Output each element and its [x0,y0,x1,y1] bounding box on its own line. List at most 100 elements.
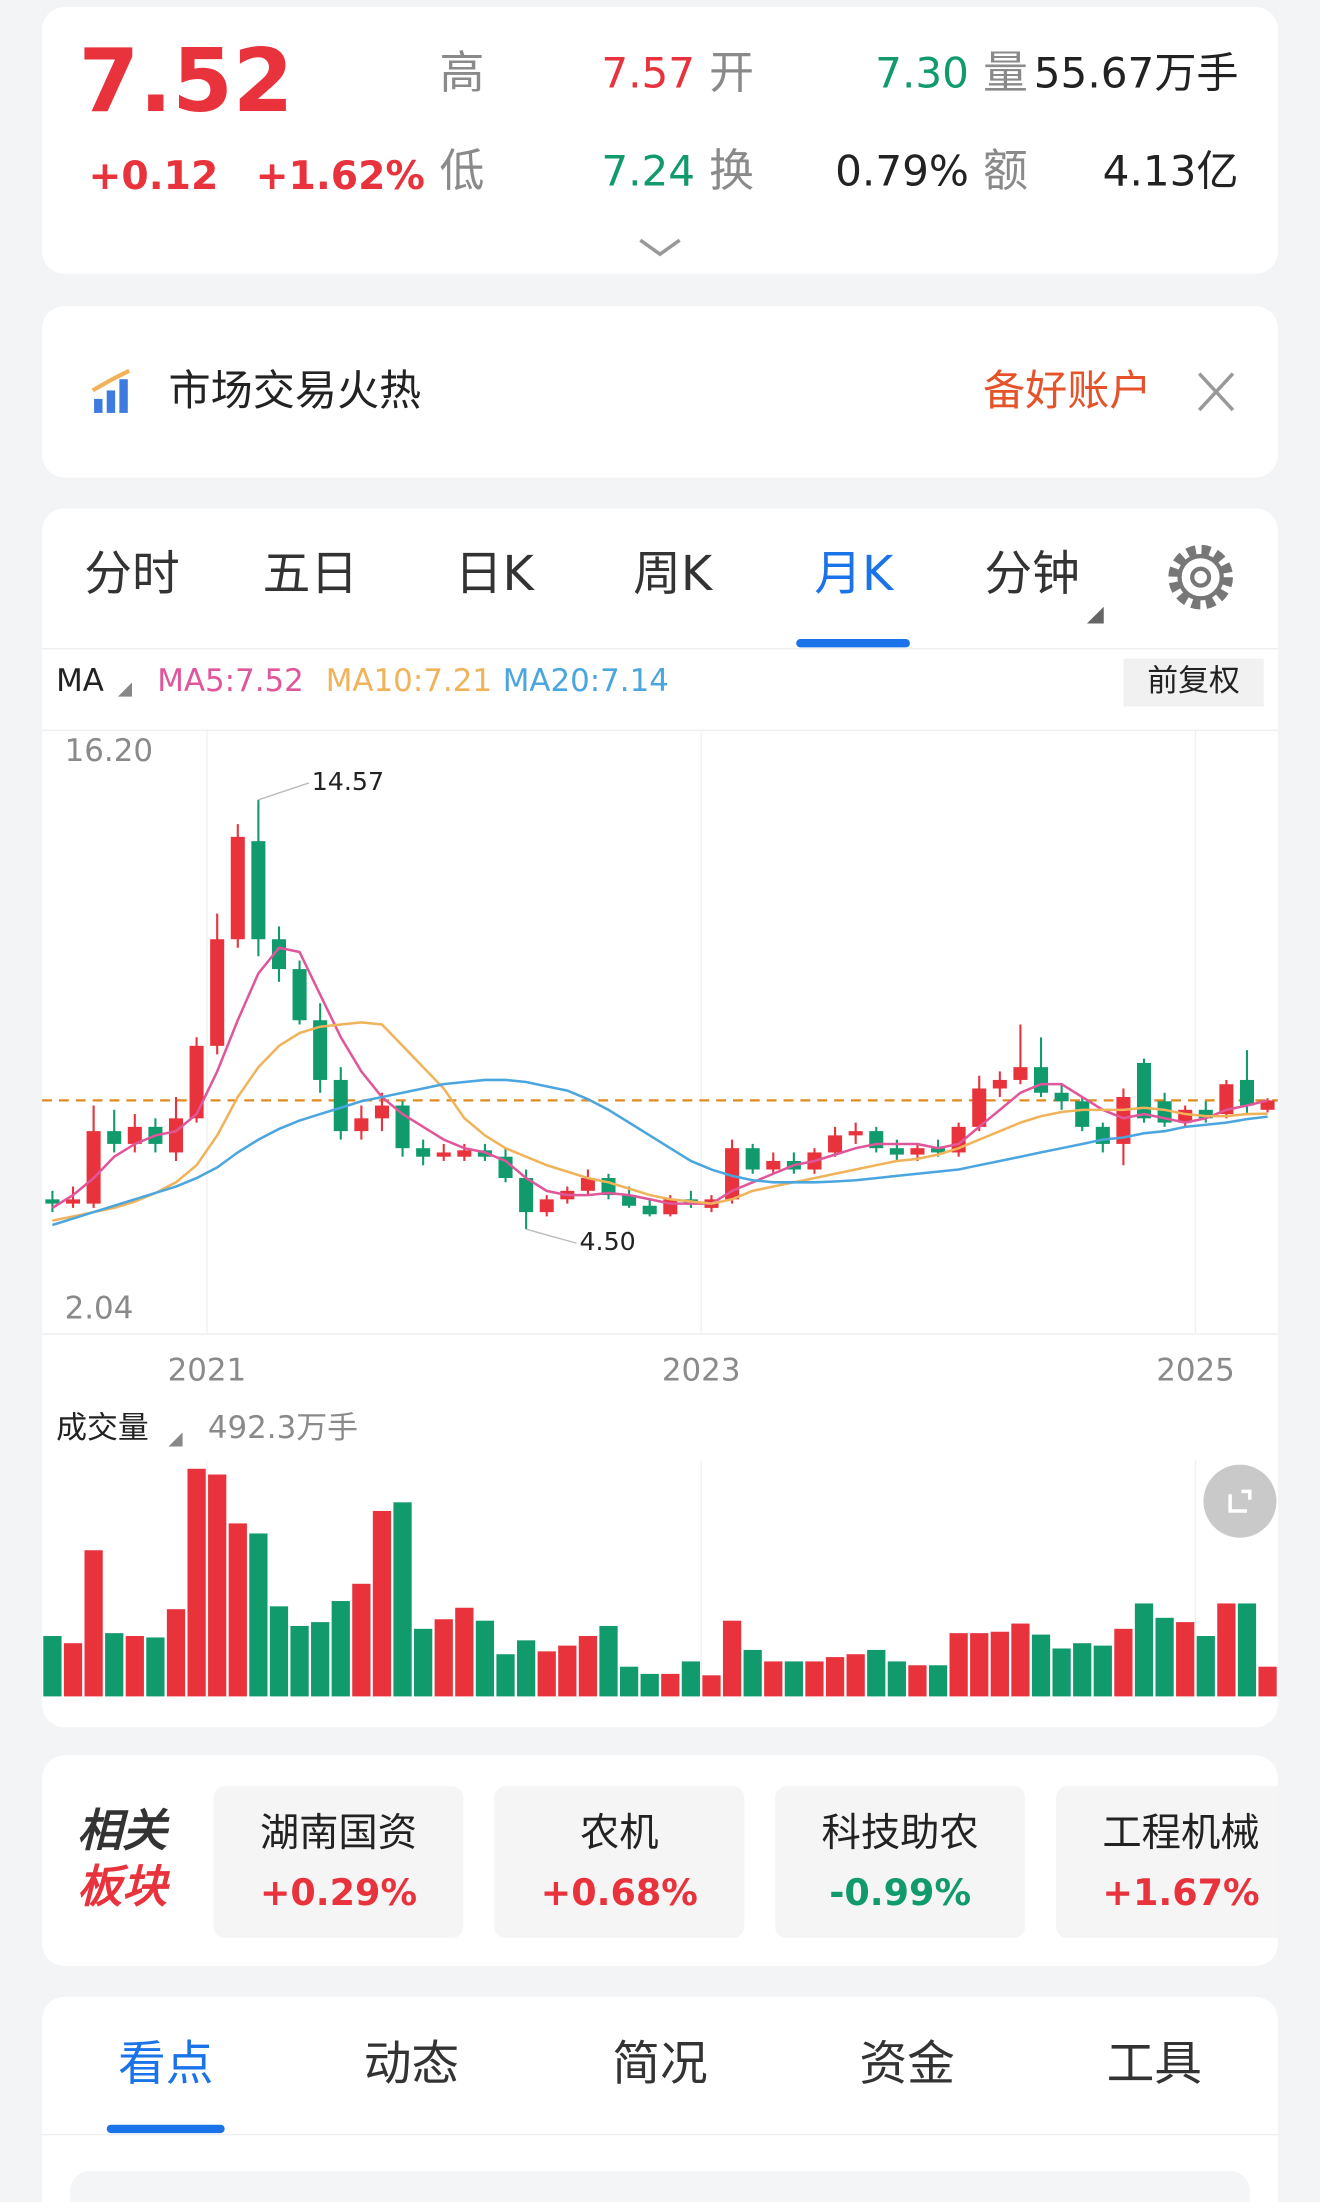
volume-bar [578,1636,598,1697]
change-pct: +1.62% [256,154,425,199]
period-tab[interactable]: 分时 [84,547,179,602]
period-tab[interactable]: 周K [633,547,714,602]
sector-title: 板块 [77,1860,170,1913]
field-value: 7.24 [601,147,695,196]
candle-body [972,1088,987,1127]
candle-body [931,1148,946,1153]
candle-body [333,1079,348,1132]
banner-card [42,306,1278,478]
adjust-box[interactable] [1123,658,1264,707]
candle-body [828,1135,843,1153]
candle-body [766,1160,781,1170]
candle-body [168,1118,184,1153]
volume-bar [681,1661,701,1697]
period-tab[interactable]: 五日 [263,547,358,602]
candle-body [271,939,286,970]
period-tab[interactable]: 月K [814,547,895,602]
volume-bar [1134,1603,1154,1697]
legend-entry: MA5:7.52 [157,663,304,699]
detail-tab[interactable]: 简况 [612,2037,707,2092]
candle-body [1198,1109,1213,1119]
candle-body [45,1199,60,1204]
volume-bar [1196,1636,1215,1697]
volume-bar [146,1637,165,1697]
volume-title: 成交量 [56,1410,149,1446]
candle-body [1260,1100,1275,1110]
candle-body [313,1020,328,1080]
volume-bar [661,1673,680,1697]
candle-body [230,836,245,940]
y-tick-label: 2.04 [65,1291,134,1327]
volume-bar [331,1601,350,1697]
candle-body [107,1131,122,1144]
volume-bar [166,1609,186,1697]
volume-bar [496,1654,515,1697]
volume-bar [887,1661,906,1697]
candle-body [354,1118,369,1132]
candle-body [622,1195,637,1206]
field-label: 低 [440,144,485,197]
candle-body [498,1156,513,1179]
volume-bar [1052,1648,1071,1697]
ma-line [52,1078,1268,1227]
sector-name: 科技助农 [822,1811,979,1856]
sector-chip[interactable] [494,1786,745,1938]
candle-body [210,939,225,1046]
volume-bar [125,1636,144,1697]
volume-bar [1217,1603,1236,1697]
volume-bar [352,1583,371,1697]
volume-bar [1093,1645,1112,1697]
field-label: 开 [709,46,754,99]
volume-bar [784,1661,803,1697]
candle-body [189,1045,204,1119]
volume-bar [702,1675,721,1697]
candle-body [1075,1101,1090,1127]
field-value: 7.57 [601,48,695,97]
volume-bar [249,1533,268,1697]
sector-chip[interactable] [1056,1786,1306,1938]
banner-action[interactable]: 备好账户 [983,366,1151,415]
sector-name: 农机 [580,1811,659,1856]
banner-text: 市场交易火热 [169,366,422,415]
volume-bar [928,1665,948,1697]
adjust[interactable]: 前复权 [1147,663,1240,699]
x-tick-label: 2021 [168,1353,247,1389]
sector-chip[interactable] [775,1786,1026,1938]
volume-bar [517,1640,536,1697]
detail-tab[interactable]: 看点 [118,2037,213,2092]
close-button[interactable] [1197,372,1235,412]
banner-icon [91,368,131,413]
period-tab[interactable]: 分钟 [984,547,1079,602]
sector-chip[interactable] [213,1786,464,1938]
volume-bar [722,1620,742,1697]
candle-body [642,1205,657,1215]
volume-bar [805,1661,824,1697]
x-tick-label: 2023 [662,1353,741,1389]
volume-bar [455,1607,474,1697]
annotation-label: 14.57 [312,767,384,796]
field-label: 量 [983,46,1028,99]
candle-body [910,1148,925,1155]
settings-icon[interactable] [1168,544,1233,610]
volume-bar [105,1633,124,1697]
volume-bar [1114,1628,1133,1697]
annotation-leader [525,1228,577,1244]
field-value: 4.13亿 [1103,147,1239,196]
candle-body [416,1148,431,1157]
fullscreen-button[interactable] [1203,1464,1277,1538]
expand-chevron[interactable] [639,238,681,257]
detail-card [42,1996,1278,2202]
detail-tab[interactable]: 动态 [364,2037,459,2092]
volume-bar [1176,1622,1195,1697]
indicator[interactable]: MA [56,663,104,699]
field-value: 7.30 [875,48,969,97]
candle-body [1136,1062,1152,1119]
sector-title: 相关 [77,1804,170,1857]
volume-bar [1155,1617,1174,1697]
candle-body [1034,1067,1049,1093]
period-tab[interactable]: 日K [455,547,536,602]
detail-tab[interactable]: 工具 [1107,2037,1202,2092]
detail-tab[interactable]: 资金 [859,2037,954,2092]
x-tick-label: 2025 [1156,1353,1235,1389]
